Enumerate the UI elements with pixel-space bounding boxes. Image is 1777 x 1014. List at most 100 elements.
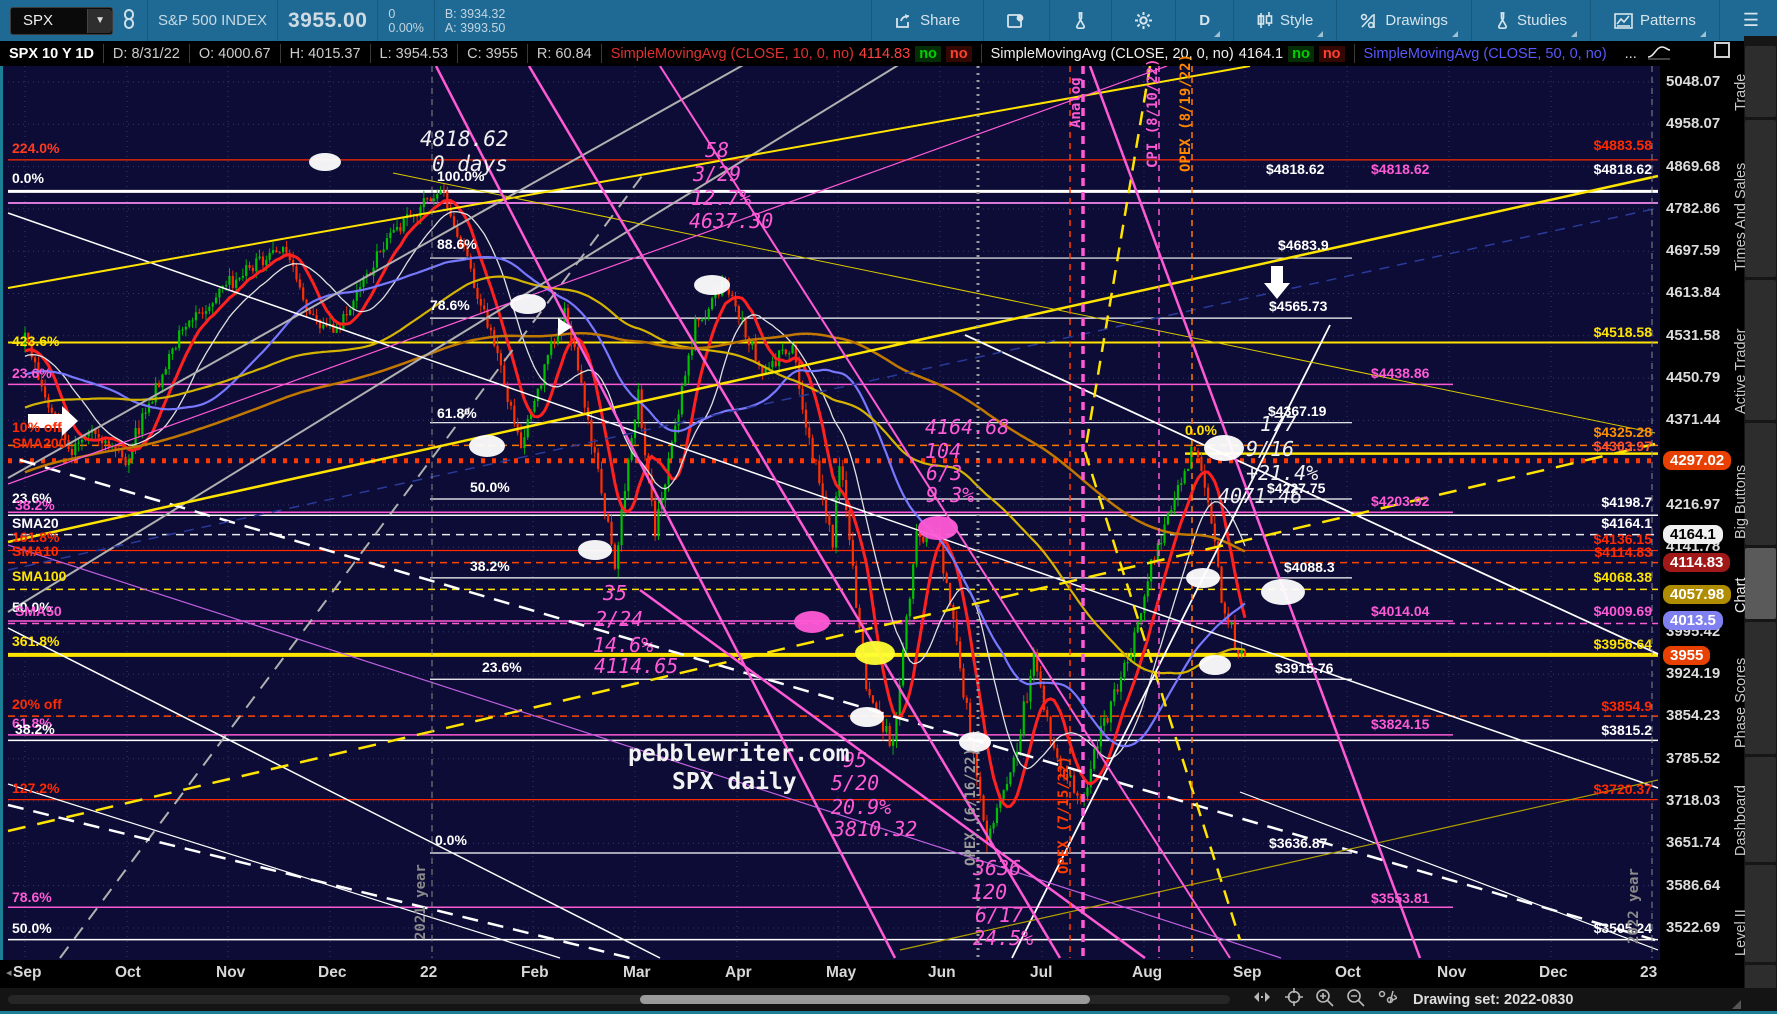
candlestick — [506, 385, 509, 402]
annotation-ellipse — [1204, 435, 1244, 461]
candlestick — [798, 362, 801, 389]
study-sma20[interactable]: SimpleMovingAvg (CLOSE, 20, 0, no) 4164.… — [982, 44, 1355, 63]
candlestick — [359, 287, 362, 290]
candlestick — [1012, 757, 1015, 773]
candlestick — [362, 277, 365, 288]
maximize-icon[interactable] — [1714, 42, 1730, 58]
auto-scale-icon[interactable] — [1371, 989, 1403, 1010]
sidebar-tab-dashboard[interactable]: Dashboard — [1733, 756, 1776, 862]
candlestick — [168, 353, 171, 370]
candlestick — [1089, 768, 1092, 788]
candlestick — [198, 312, 201, 314]
candlestick — [452, 216, 456, 228]
trendline — [59, 171, 646, 959]
candlestick — [1106, 718, 1109, 723]
candlestick — [1005, 784, 1009, 791]
analysis-tools-button[interactable] — [1060, 0, 1101, 41]
trendline — [7, 442, 1656, 833]
change-value: 0 — [388, 6, 396, 21]
candlestick — [114, 446, 117, 450]
sidebar-tab-times-and-sales[interactable]: Times And Sales — [1733, 120, 1776, 277]
drawings-button[interactable]: Drawings — [1347, 0, 1461, 41]
sidebar-tab-phase-scores[interactable]: Phase Scores — [1733, 622, 1776, 754]
crosshair-target-icon[interactable] — [1279, 988, 1309, 1011]
candlestick — [1143, 596, 1146, 614]
candlestick — [1046, 710, 1049, 717]
drawing-set-label[interactable]: Drawing set: 2022-0830 — [1413, 991, 1574, 1008]
zoom-in-icon[interactable] — [1309, 988, 1340, 1012]
candlestick — [1049, 716, 1052, 741]
candlestick — [77, 442, 80, 444]
candlestick — [965, 697, 968, 703]
chart-area[interactable] — [0, 66, 1740, 960]
studies-button[interactable]: Studies — [1482, 0, 1580, 41]
sidebar-tab-big-buttons[interactable]: Big Buttons — [1733, 422, 1776, 546]
study-sma50[interactable]: SimpleMovingAvg (CLOSE, 50, 0, no) — [1363, 45, 1607, 62]
trendline — [7, 66, 744, 479]
resize-corner-icon[interactable] — [1732, 1000, 1741, 1009]
link-icon[interactable] — [121, 8, 137, 34]
quick-quote-button[interactable]: i — [994, 0, 1039, 41]
candlestick — [861, 627, 864, 658]
candlestick — [881, 714, 885, 732]
settings-button[interactable] — [1122, 0, 1165, 41]
divider — [983, 0, 985, 41]
last-price: 3955.00 — [287, 8, 368, 32]
caret-icon — [1699, 31, 1706, 37]
h-scrollbar-thumb[interactable] — [640, 995, 1090, 1004]
candlestick — [1119, 677, 1123, 692]
candlestick — [436, 194, 439, 199]
time-axis[interactable]: ◂ Sep Oct Nov Dec 22 Feb Mar Apr May Jun Jul Aug Sep… — [0, 960, 1740, 988]
menu-button[interactable]: ☰ — [1730, 0, 1777, 41]
sidebar-tab-trade[interactable]: Trade — [1733, 46, 1776, 117]
sidebar-tab-active-trader[interactable]: Active Trader — [1733, 280, 1776, 420]
candlestick — [74, 443, 77, 455]
candlestick — [623, 491, 627, 510]
chevron-down-icon[interactable]: ▼ — [87, 8, 113, 33]
candlestick — [1200, 456, 1203, 471]
candlestick — [395, 226, 399, 230]
candlestick — [1036, 652, 1039, 672]
price-chart-canvas[interactable] — [0, 66, 1740, 960]
candlestick — [761, 365, 764, 374]
candlestick — [908, 598, 911, 617]
candlestick — [603, 493, 606, 514]
candlestick — [342, 314, 345, 330]
candlestick — [466, 246, 469, 257]
candlestick — [385, 238, 389, 250]
study-sma10[interactable]: SimpleMovingAvg (CLOSE, 10, 0, no) 4114.… — [602, 44, 982, 63]
style-button[interactable]: Style — [1244, 0, 1326, 41]
price-axis[interactable]: 5048.07 4958.07 4869.68 4782.86 4697.59 4613.… — [1660, 66, 1740, 960]
sidebar-tab-level-ii[interactable]: Level II — [1733, 865, 1776, 962]
candlestick — [1217, 541, 1220, 567]
curve-study-icon[interactable] — [1646, 43, 1672, 65]
status-more[interactable]: ... — [1624, 45, 1637, 62]
y-axis-tick: 4869.68 — [1666, 157, 1721, 175]
h-scrollbar-track[interactable] — [8, 995, 1230, 1004]
candlestick — [526, 418, 529, 438]
symbol-selector[interactable]: SPX ▼ — [10, 6, 114, 35]
candlestick — [1180, 483, 1183, 486]
timeframe-button[interactable]: D — [1186, 0, 1223, 41]
sma-100-line — [24, 275, 1246, 675]
symbol-input[interactable]: SPX — [23, 12, 54, 29]
candlestick — [1230, 621, 1233, 625]
candlestick — [519, 432, 523, 449]
axis-left-arrow-icon[interactable]: ◂ — [6, 967, 12, 979]
annotation-ellipse — [794, 611, 830, 633]
candlestick — [851, 539, 854, 566]
candlestick — [948, 582, 952, 606]
patterns-button[interactable]: Patterns — [1601, 0, 1709, 41]
sidebar-tab-chart[interactable]: Chart — [1733, 548, 1776, 620]
share-button[interactable]: Share — [882, 0, 973, 41]
candlestick — [607, 513, 610, 522]
candlestick — [741, 317, 744, 320]
candlestick — [268, 252, 271, 260]
candlestick — [1103, 718, 1106, 726]
candlestick — [1113, 689, 1116, 702]
candlestick — [104, 440, 107, 444]
pan-left-right-icon[interactable] — [1245, 990, 1279, 1009]
candlestick — [248, 265, 251, 268]
x-axis-label: Aug — [1132, 964, 1163, 981]
zoom-out-icon[interactable] — [1340, 988, 1371, 1012]
